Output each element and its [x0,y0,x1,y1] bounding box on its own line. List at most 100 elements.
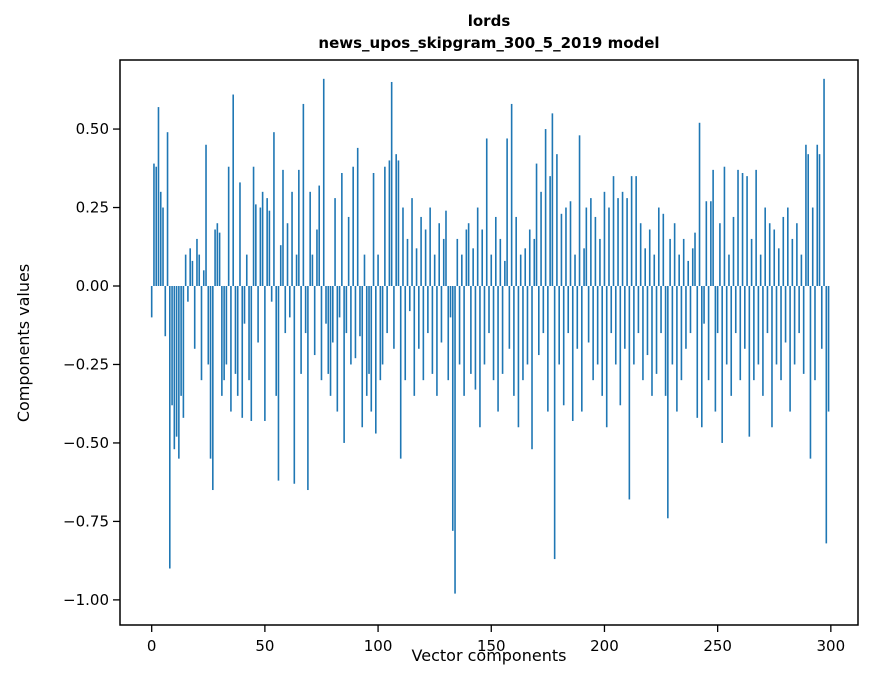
bar [755,169,757,286]
bar [202,270,205,286]
bar [685,286,687,349]
bar [463,286,465,396]
bar [483,286,486,365]
bar [155,166,158,286]
bar [395,154,397,286]
bar [721,286,723,443]
bar [470,286,472,374]
bar [612,176,615,286]
bar [777,248,780,286]
bar [184,254,187,286]
bar [295,254,298,286]
bar [805,144,807,286]
bar [411,198,413,286]
bar [515,216,517,286]
bar [293,286,296,484]
bar [370,286,373,412]
bar [270,286,273,302]
bar [780,286,782,381]
bar [359,286,361,337]
bar [436,286,438,396]
bar [768,223,771,286]
bar [347,216,350,286]
bar [164,286,167,337]
bar [614,286,617,365]
bar [624,286,626,349]
bar [488,286,490,334]
bar [205,144,207,286]
bar [689,286,692,334]
bar [304,286,307,334]
bar [329,286,332,396]
bar [214,229,216,286]
bar [571,286,574,421]
bar [802,286,805,374]
bar [701,286,703,428]
bar [212,286,214,491]
bar [664,286,667,396]
bar [490,254,493,286]
x-tick-label: 100 [364,637,393,655]
bar [341,173,343,286]
bar [578,135,581,286]
bar [427,286,429,334]
x-tick-label: 50 [255,637,274,655]
bar [261,191,264,286]
bar [519,254,522,286]
bar [635,176,637,286]
bar [599,238,601,286]
bar [694,232,696,286]
bar [169,286,171,569]
bar [730,286,733,396]
bar [338,286,341,318]
bar [544,129,547,286]
bar [617,198,619,286]
bar [766,286,769,334]
bar [526,286,529,365]
bar [431,286,434,374]
bar [189,248,191,286]
bar [454,286,456,594]
bar [268,210,271,286]
bar [558,286,560,365]
bar [549,176,551,286]
bar [791,238,794,286]
bar [540,191,542,286]
y-tick-label: −0.50 [63,434,109,452]
bar [816,144,819,286]
bar [429,207,431,286]
bar [245,254,248,286]
bar [209,286,212,459]
bar [517,286,520,428]
bar [243,286,246,324]
bar [680,286,683,381]
bar [655,286,658,374]
bar [354,286,357,359]
bar [456,238,459,286]
bar [223,286,225,381]
bar [723,166,726,286]
bar [628,286,631,500]
bar [522,286,524,381]
bar [707,286,710,381]
bar [175,286,178,437]
bar [248,286,250,381]
bar [528,229,531,286]
bar [322,78,325,286]
bar [793,286,796,365]
bar [759,254,762,286]
bar [651,286,653,396]
bar [732,216,735,286]
bar [603,191,606,286]
bar [596,286,599,365]
bar [157,107,160,286]
bar [171,286,173,406]
bar [764,207,766,286]
bar [739,286,742,381]
bar [227,166,230,286]
bar [399,286,402,459]
bar [504,260,506,286]
x-tick-label: 200 [590,637,619,655]
bar [273,132,275,286]
